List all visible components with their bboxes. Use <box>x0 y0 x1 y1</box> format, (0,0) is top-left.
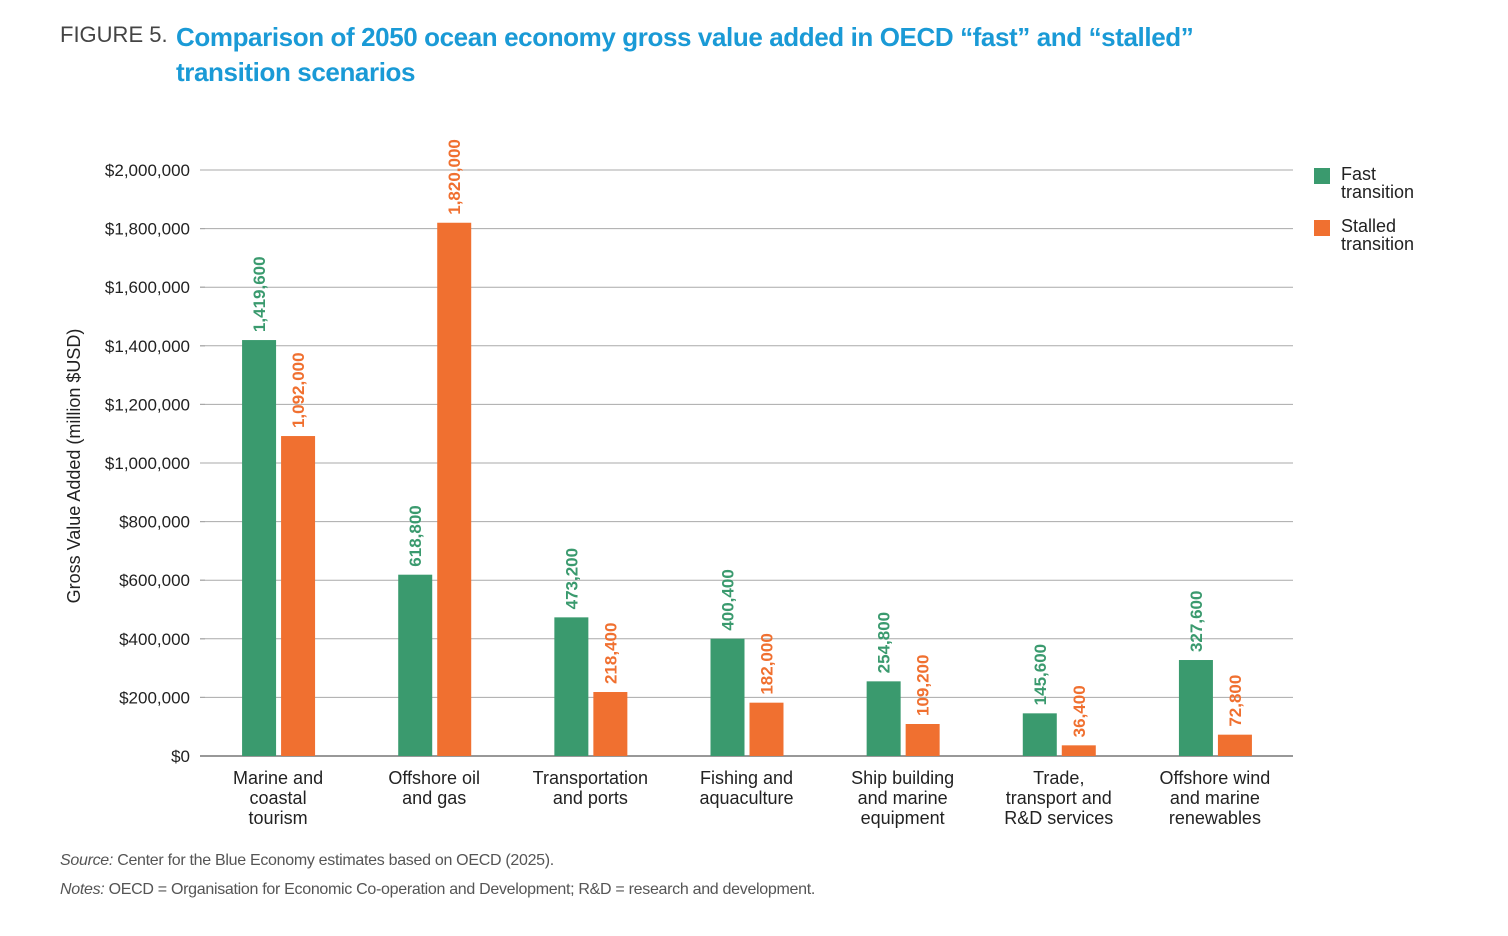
value-label: 1,419,600 <box>250 256 269 332</box>
figure-label: FIGURE 5. <box>60 22 168 47</box>
value-label: 36,400 <box>1070 685 1089 737</box>
bar <box>1022 713 1057 756</box>
y-tick-label: $800,000 <box>119 513 190 532</box>
value-label: 1,820,000 <box>445 139 464 215</box>
bar <box>554 617 589 756</box>
bar <box>281 436 316 756</box>
x-tick-label: Offshore wind and marine renewables <box>1159 768 1271 828</box>
bar <box>1217 734 1252 756</box>
x-tick-label: Ship building and marine equipment <box>851 768 955 828</box>
source: Source: Center for the Blue Economy esti… <box>60 852 554 870</box>
chart-title: Comparison of 2050 ocean economy gross v… <box>176 22 1194 87</box>
x-tick-label: Marine and coastal tourism <box>233 768 324 828</box>
value-label: 400,400 <box>719 569 738 630</box>
notes: Notes: OECD = Organisation for Economic … <box>60 881 815 899</box>
value-label: 72,800 <box>1226 675 1245 727</box>
value-label: 327,600 <box>1187 591 1206 652</box>
value-label: 182,000 <box>758 633 777 694</box>
x-tick-label: Trade, transport and R&D services <box>1004 768 1114 828</box>
bar <box>1061 745 1096 756</box>
legend-swatch <box>1314 168 1330 184</box>
value-label: 1,092,000 <box>289 352 308 428</box>
notes-label: Notes: <box>60 881 105 898</box>
y-tick-label: $1,400,000 <box>105 337 190 356</box>
x-tick-label: Transportation and ports <box>532 768 649 808</box>
legend-label: Fast transition <box>1341 164 1415 202</box>
value-label: 254,800 <box>875 612 894 673</box>
bar <box>242 340 277 756</box>
value-label: 109,200 <box>914 655 933 716</box>
y-axis-label: Gross Value Added (million $USD) <box>64 329 84 604</box>
y-tick-label: $400,000 <box>119 630 190 649</box>
y-tick-label: $1,200,000 <box>105 395 190 414</box>
bar <box>437 222 472 757</box>
value-label: 618,800 <box>406 505 425 566</box>
value-label: 473,200 <box>562 548 581 609</box>
y-tick-label: $200,000 <box>119 688 190 707</box>
source-text: Center for the Blue Economy estimates ba… <box>117 852 554 869</box>
bar <box>749 702 784 756</box>
bar <box>1178 660 1213 756</box>
bar <box>398 574 433 756</box>
legend-label: Stalled transition <box>1341 216 1415 254</box>
y-tick-label: $600,000 <box>119 571 190 590</box>
bar <box>905 724 940 756</box>
value-label: 145,600 <box>1031 644 1050 705</box>
bar <box>866 681 901 756</box>
y-tick-label: $0 <box>171 747 190 766</box>
legend-swatch <box>1314 220 1330 236</box>
bar <box>710 638 745 756</box>
y-tick-label: $1,800,000 <box>105 220 190 239</box>
source-label: Source: <box>60 852 114 869</box>
notes-text: OECD = Organisation for Economic Co-oper… <box>108 881 816 898</box>
bar <box>593 692 628 756</box>
y-tick-label: $1,600,000 <box>105 278 190 297</box>
y-tick-label: $2,000,000 <box>105 161 190 180</box>
x-tick-label: Fishing and aquaculture <box>699 768 794 808</box>
value-label: 218,400 <box>601 623 620 684</box>
x-tick-label: Offshore oil and gas <box>388 768 481 808</box>
y-tick-label: $1,000,000 <box>105 454 190 473</box>
